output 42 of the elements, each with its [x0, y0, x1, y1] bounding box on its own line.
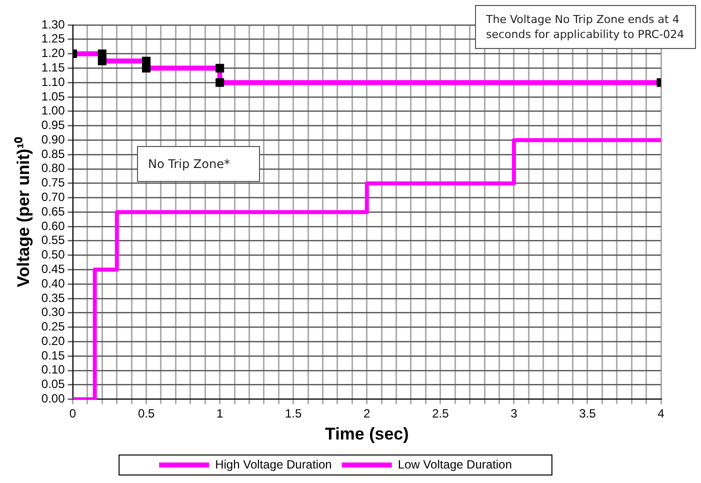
y-tick-label: 0.80: [41, 161, 66, 176]
legend-label: Low Voltage Duration: [398, 457, 512, 472]
y-tick-label: 0.35: [41, 290, 66, 305]
y-tick-label: 1.10: [41, 74, 66, 89]
y-tick-label: 0.60: [41, 218, 66, 233]
y-tick-label: 0.05: [41, 377, 66, 392]
y-tick-label: 1.15: [41, 60, 66, 74]
x-tick-label: 2.5: [432, 406, 450, 421]
y-tick-label: 0.50: [41, 248, 66, 262]
note-box: No Trip Zone*: [137, 146, 260, 182]
y-tick-label: 0.25: [41, 320, 66, 334]
y-tick-label: 1.05: [41, 89, 66, 104]
x-tick-label: 0: [69, 406, 76, 421]
y-tick-label: 0.90: [41, 132, 66, 146]
x-tick-label: 2: [364, 406, 371, 421]
y-tick-label: 0.75: [41, 176, 66, 190]
y-tick-label: 0.20: [41, 334, 66, 348]
y-tick-label: 1.20: [41, 46, 66, 60]
x-tick-label: 4: [658, 406, 665, 421]
y-tick-label: 1.25: [41, 32, 66, 46]
y-tick-label: 0.45: [41, 262, 66, 276]
y-tick-label: 0.95: [41, 118, 66, 132]
x-tick-label: 3.5: [579, 406, 596, 421]
y-tick-label: 0.15: [41, 348, 66, 362]
y-tick-label: 0.55: [41, 233, 66, 248]
x-tick-label: 0.5: [138, 406, 155, 421]
x-tick-label: 1: [216, 406, 224, 421]
note-box: The Voltage No Trip Zone ends at 4 seconds for applicability to PRC-024: [475, 5, 696, 49]
y-tick-label: 0.40: [41, 276, 66, 290]
y-tick-label: 1.00: [41, 104, 66, 118]
y-tick-label: 0.70: [41, 190, 66, 204]
y-tick-label: 0.65: [41, 204, 66, 218]
x-tick-label: 3: [510, 406, 518, 421]
y-tick-label: 0.00: [41, 392, 66, 406]
y-axis-title: Voltage (per unit)¹⁰: [14, 137, 33, 288]
legend-label: High Voltage Duration: [215, 457, 332, 472]
y-tick-label: 0.10: [41, 362, 66, 377]
x-axis-title: Time (sec): [324, 424, 409, 444]
y-tick-label: 1.30: [41, 17, 66, 32]
y-tick-label: 0.85: [41, 146, 66, 161]
x-tick-label: 1.5: [285, 406, 302, 421]
y-tick-label: 0.30: [41, 305, 66, 320]
